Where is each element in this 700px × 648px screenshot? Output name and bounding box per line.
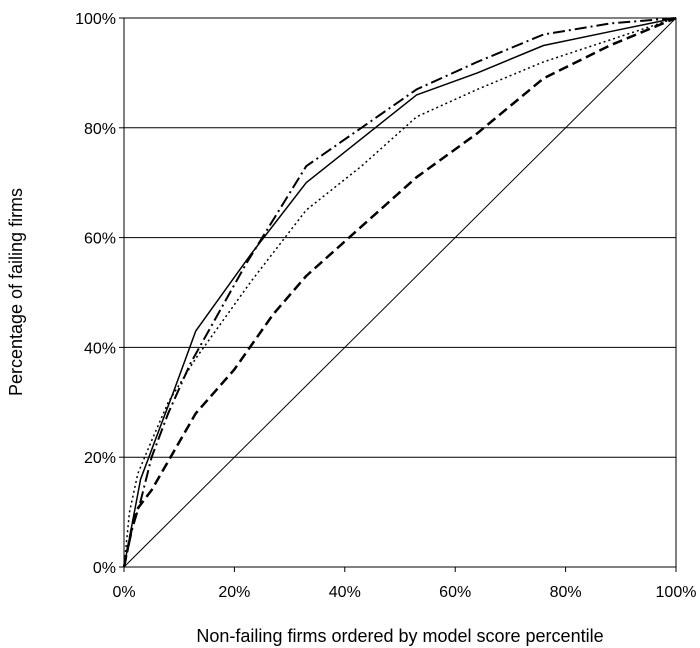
y-tick-label: 80% xyxy=(84,121,116,138)
x-tick-label: 20% xyxy=(218,584,250,601)
x-tick-label: 60% xyxy=(439,584,471,601)
series-line-solid xyxy=(123,17,677,568)
plot-area xyxy=(123,17,677,568)
x-tick-label: 40% xyxy=(329,584,361,601)
series-line-diagonal xyxy=(123,17,677,568)
x-axis-title: Non-failing firms ordered by model score… xyxy=(196,626,603,646)
y-tick-label: 0% xyxy=(93,560,116,577)
x-tick-label: 80% xyxy=(550,584,582,601)
gridlines xyxy=(124,127,676,458)
series-line-dash-dot xyxy=(123,17,677,568)
y-tick-label: 60% xyxy=(84,231,116,248)
y-axis-title: Percentage of failing firms xyxy=(6,188,26,396)
series-group xyxy=(122,16,677,568)
y-tick-label: 40% xyxy=(84,340,116,357)
x-tick-label: 100% xyxy=(656,584,697,601)
series-line-dashed xyxy=(122,16,677,568)
y-axis-ticks: 0% 20% 40% 60% 80% 100% xyxy=(75,11,124,577)
series-line-dotted xyxy=(123,17,677,568)
y-tick-label: 20% xyxy=(84,450,116,467)
x-axis-ticks: 0% 20% 40% 60% 80% 100% xyxy=(112,567,696,601)
x-tick-label: 0% xyxy=(112,584,135,601)
y-tick-label: 100% xyxy=(75,11,116,28)
